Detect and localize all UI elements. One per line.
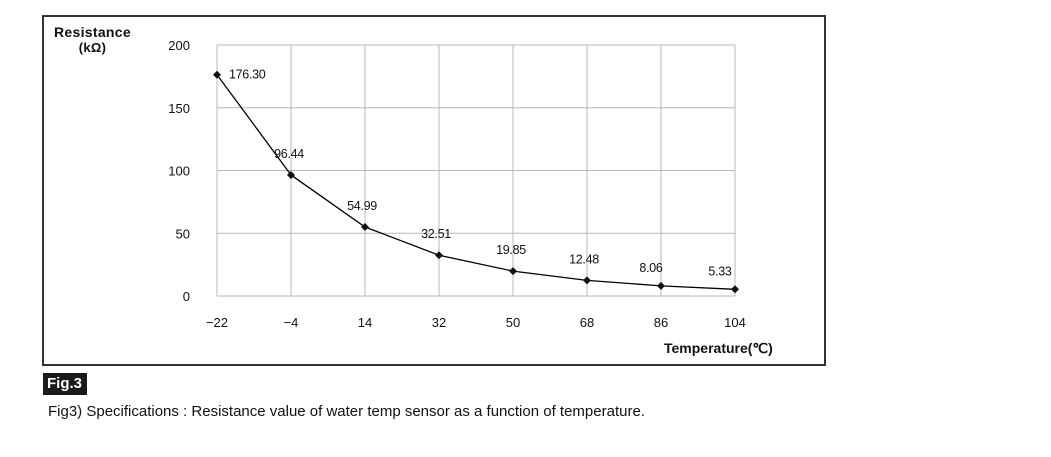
data-point — [361, 222, 369, 231]
data-point — [287, 170, 295, 179]
y-tick-label: 200 — [168, 38, 190, 53]
data-point — [213, 70, 221, 79]
x-tick-label: 86 — [654, 315, 668, 330]
y-tick-label: 50 — [176, 226, 190, 241]
data-point — [509, 267, 517, 276]
data-point — [657, 281, 665, 290]
x-tick-label: −4 — [284, 315, 299, 330]
x-tick-label: 68 — [580, 315, 594, 330]
data-label: 5.33 — [708, 264, 731, 278]
series-line — [216, 74, 736, 290]
x-axis-label: Temperature(℃) — [664, 340, 773, 356]
y-tick-label: 150 — [168, 101, 190, 116]
x-tick-label: 14 — [358, 315, 372, 330]
data-label: 54.99 — [347, 199, 377, 213]
data-label: 12.48 — [569, 252, 599, 266]
y-axis-title: Resistance — [54, 24, 131, 40]
data-label: 176.30 — [229, 68, 266, 82]
x-tick-label: 32 — [432, 315, 446, 330]
data-point — [731, 285, 739, 294]
data-point — [435, 251, 443, 260]
chart-frame — [42, 15, 826, 366]
y-axis-label: Resistance (kΩ) — [54, 24, 131, 56]
y-axis-unit: (kΩ) — [78, 40, 107, 55]
y-tick-label: 100 — [168, 164, 190, 179]
figure-badge: Fig.3 — [43, 373, 88, 395]
data-point — [583, 276, 591, 285]
x-tick-label: −22 — [206, 315, 228, 330]
figure-caption: Fig3) Specifications : Resistance value … — [48, 403, 645, 420]
data-label: 8.06 — [639, 261, 662, 275]
data-label: 19.85 — [496, 243, 526, 257]
data-label: 32.51 — [421, 227, 451, 241]
y-tick-label: 0 — [183, 289, 190, 304]
data-label: 96.44 — [274, 147, 304, 161]
x-tick-label: 104 — [724, 315, 746, 330]
x-tick-label: 50 — [506, 315, 520, 330]
